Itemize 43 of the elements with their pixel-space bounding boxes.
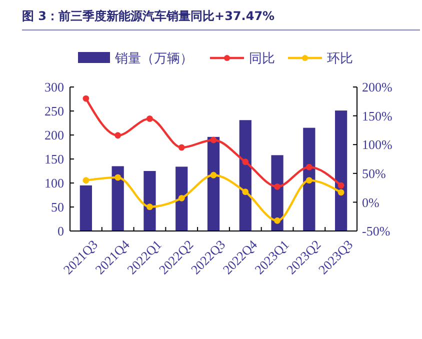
legend-label: 环比 (327, 52, 353, 67)
point (306, 164, 312, 170)
y-tick-label: 100 (44, 176, 64, 191)
bar (112, 166, 124, 231)
point (146, 115, 153, 122)
point (274, 217, 280, 224)
legend-label: 销量（万辆） (114, 52, 193, 67)
point (210, 172, 217, 178)
point (82, 177, 90, 184)
y-tick-label: 50 (51, 200, 64, 215)
y2-tick-label: 200% (362, 80, 392, 95)
bar (80, 185, 92, 231)
y2-tick-label: 100% (362, 137, 392, 152)
y-tick-label: 200 (44, 128, 64, 143)
bar (239, 120, 252, 231)
point (114, 174, 122, 181)
point (146, 204, 153, 210)
y-tick-label: 0 (58, 224, 64, 239)
legend-label: 同比 (249, 52, 275, 67)
point (178, 194, 185, 202)
point (338, 182, 344, 189)
point (82, 95, 90, 102)
point (242, 188, 249, 196)
y2-tick-label: -50% (362, 224, 390, 239)
point (178, 144, 185, 151)
y2-tick-label: 50% (362, 166, 386, 181)
y-tick-label: 150 (44, 152, 64, 167)
point (114, 132, 122, 139)
bar (176, 166, 188, 231)
bar (303, 128, 316, 231)
y2-tick-label: 0% (362, 194, 380, 210)
point (242, 158, 249, 166)
point (274, 183, 280, 190)
chart-title: 图 3：前三季度新能源汽车销量同比+37.47% (22, 9, 275, 23)
y-tick-label: 250 (44, 104, 64, 119)
bar (144, 171, 156, 231)
point (306, 177, 312, 184)
bar (207, 136, 220, 231)
y-tick-label: 300 (44, 80, 64, 95)
bar (334, 110, 348, 231)
y2-tick-label: 150% (362, 108, 392, 124)
point (210, 136, 217, 144)
point (338, 189, 344, 196)
